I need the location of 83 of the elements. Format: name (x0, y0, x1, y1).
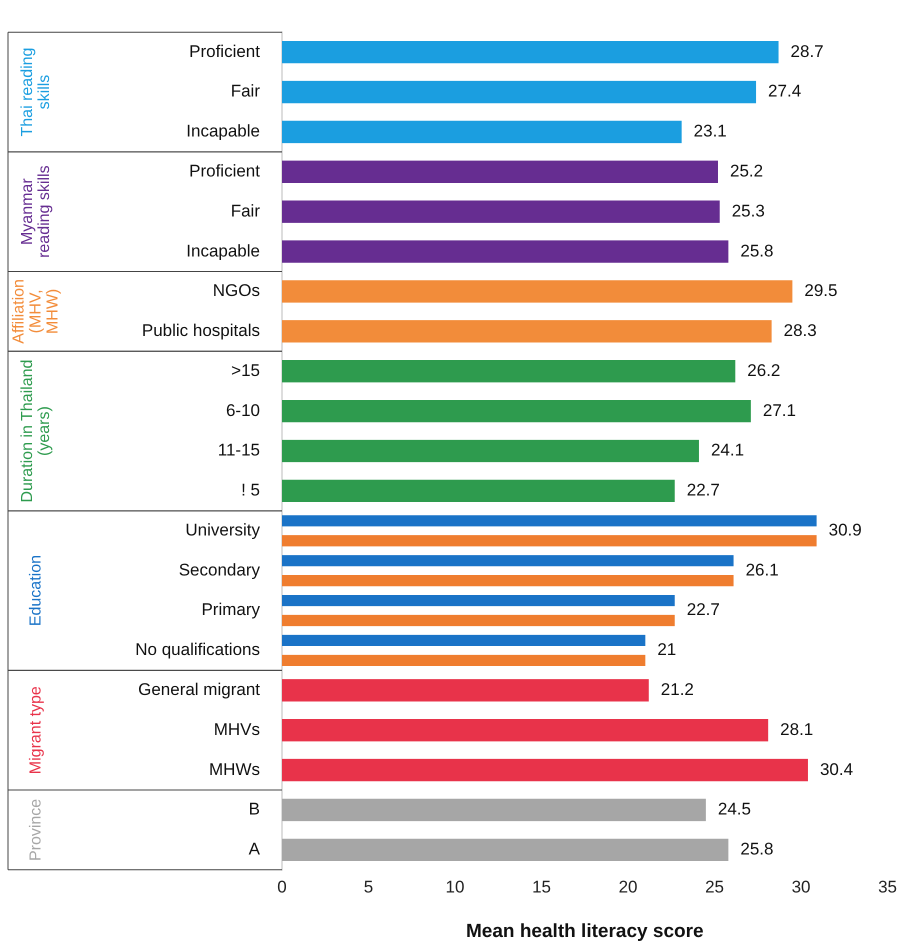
data-label: 25.2 (730, 161, 764, 180)
y-tick-label: Fair (230, 82, 260, 101)
data-label: 28.7 (790, 42, 824, 61)
data-label: 24.5 (718, 800, 751, 819)
y-tick-label: Secondary (178, 560, 260, 580)
bar (282, 480, 675, 502)
data-label: 25.8 (740, 840, 774, 859)
text: Affiliation (MHV, MHW) (10, 279, 62, 344)
bar (282, 80, 756, 104)
bar (282, 200, 720, 223)
bar (282, 614, 675, 626)
bar (282, 360, 736, 382)
y-tick-label: University (185, 520, 260, 540)
bar (282, 535, 817, 546)
y-tick-label: Proficient (189, 42, 260, 61)
x-tick-label: 0 (277, 878, 287, 897)
text: Duration in Thailand (years) (18, 360, 53, 503)
x-tick-label: 10 (446, 878, 464, 897)
bar (282, 758, 808, 782)
bar (282, 594, 675, 606)
bar (282, 838, 728, 862)
bar (282, 798, 706, 822)
text: Thai reading skills (18, 48, 53, 137)
y-tick-label: Incapable (186, 241, 260, 260)
data-label: 22.7 (686, 600, 720, 620)
data-label: 27.4 (768, 82, 802, 101)
y-tick-label: Primary (201, 600, 260, 620)
y-tick-label: Fair (230, 201, 260, 220)
x-tick-label: 25 (705, 878, 724, 897)
bar (282, 160, 718, 183)
y-tick-label: B (248, 800, 260, 819)
data-label: 29.5 (804, 281, 838, 300)
y-tick-label: A (248, 840, 261, 859)
data-label: 30.9 (828, 520, 862, 540)
bar (282, 634, 646, 646)
data-label: 28.1 (780, 720, 814, 739)
x-tick-label: 35 (878, 878, 898, 897)
data-label: 28.3 (784, 321, 817, 340)
bar (282, 515, 817, 526)
data-label: 26.1 (746, 560, 779, 580)
bar (282, 240, 728, 263)
y-tick-label: Incapable (186, 122, 260, 141)
data-label: 30.4 (820, 760, 854, 779)
bar (282, 679, 649, 702)
data-label: 26.2 (747, 360, 780, 380)
data-label: 22.7 (686, 480, 720, 500)
x-tick-label: 20 (618, 878, 638, 897)
bar (282, 555, 734, 566)
x-tick-label: 30 (792, 878, 810, 897)
bar (282, 400, 751, 422)
y-tick-label: ! 5 (241, 480, 260, 500)
bar (282, 120, 682, 144)
bar (282, 280, 792, 303)
y-tick-label: Proficient (189, 161, 260, 180)
x-tick-label: 5 (364, 878, 374, 897)
y-tick-label: >15 (231, 360, 260, 380)
bar (282, 440, 699, 462)
data-label: 21 (657, 640, 676, 660)
data-label: 25.3 (732, 201, 765, 220)
data-label: 24.1 (710, 440, 744, 460)
bar (282, 320, 772, 343)
text: Province (27, 798, 44, 862)
data-label: 23.1 (694, 122, 727, 141)
data-label: 25.8 (740, 241, 774, 260)
y-tick-label: NGOs (212, 281, 260, 300)
bar (282, 719, 768, 742)
bar (282, 575, 734, 586)
y-tick-label: No qualifications (135, 640, 260, 660)
data-label: 27.1 (762, 400, 796, 420)
bar (282, 40, 779, 64)
text: Education (27, 555, 44, 626)
y-tick-label: MHVs (214, 720, 260, 739)
y-tick-label: Public hospitals (142, 321, 260, 340)
y-tick-label: 11-15 (218, 440, 260, 460)
text: Myanmar reading skills (18, 165, 53, 258)
y-tick-label: 6-10 (226, 400, 260, 420)
data-label: 21.2 (660, 680, 694, 699)
bar (282, 654, 646, 666)
y-tick-label: General migrant (138, 680, 260, 699)
x-tick-label: 15 (532, 878, 551, 897)
text: Migrant type (27, 686, 44, 774)
y-tick-label: MHWs (209, 760, 260, 779)
x-axis-title: Mean health literacy score (466, 920, 704, 942)
